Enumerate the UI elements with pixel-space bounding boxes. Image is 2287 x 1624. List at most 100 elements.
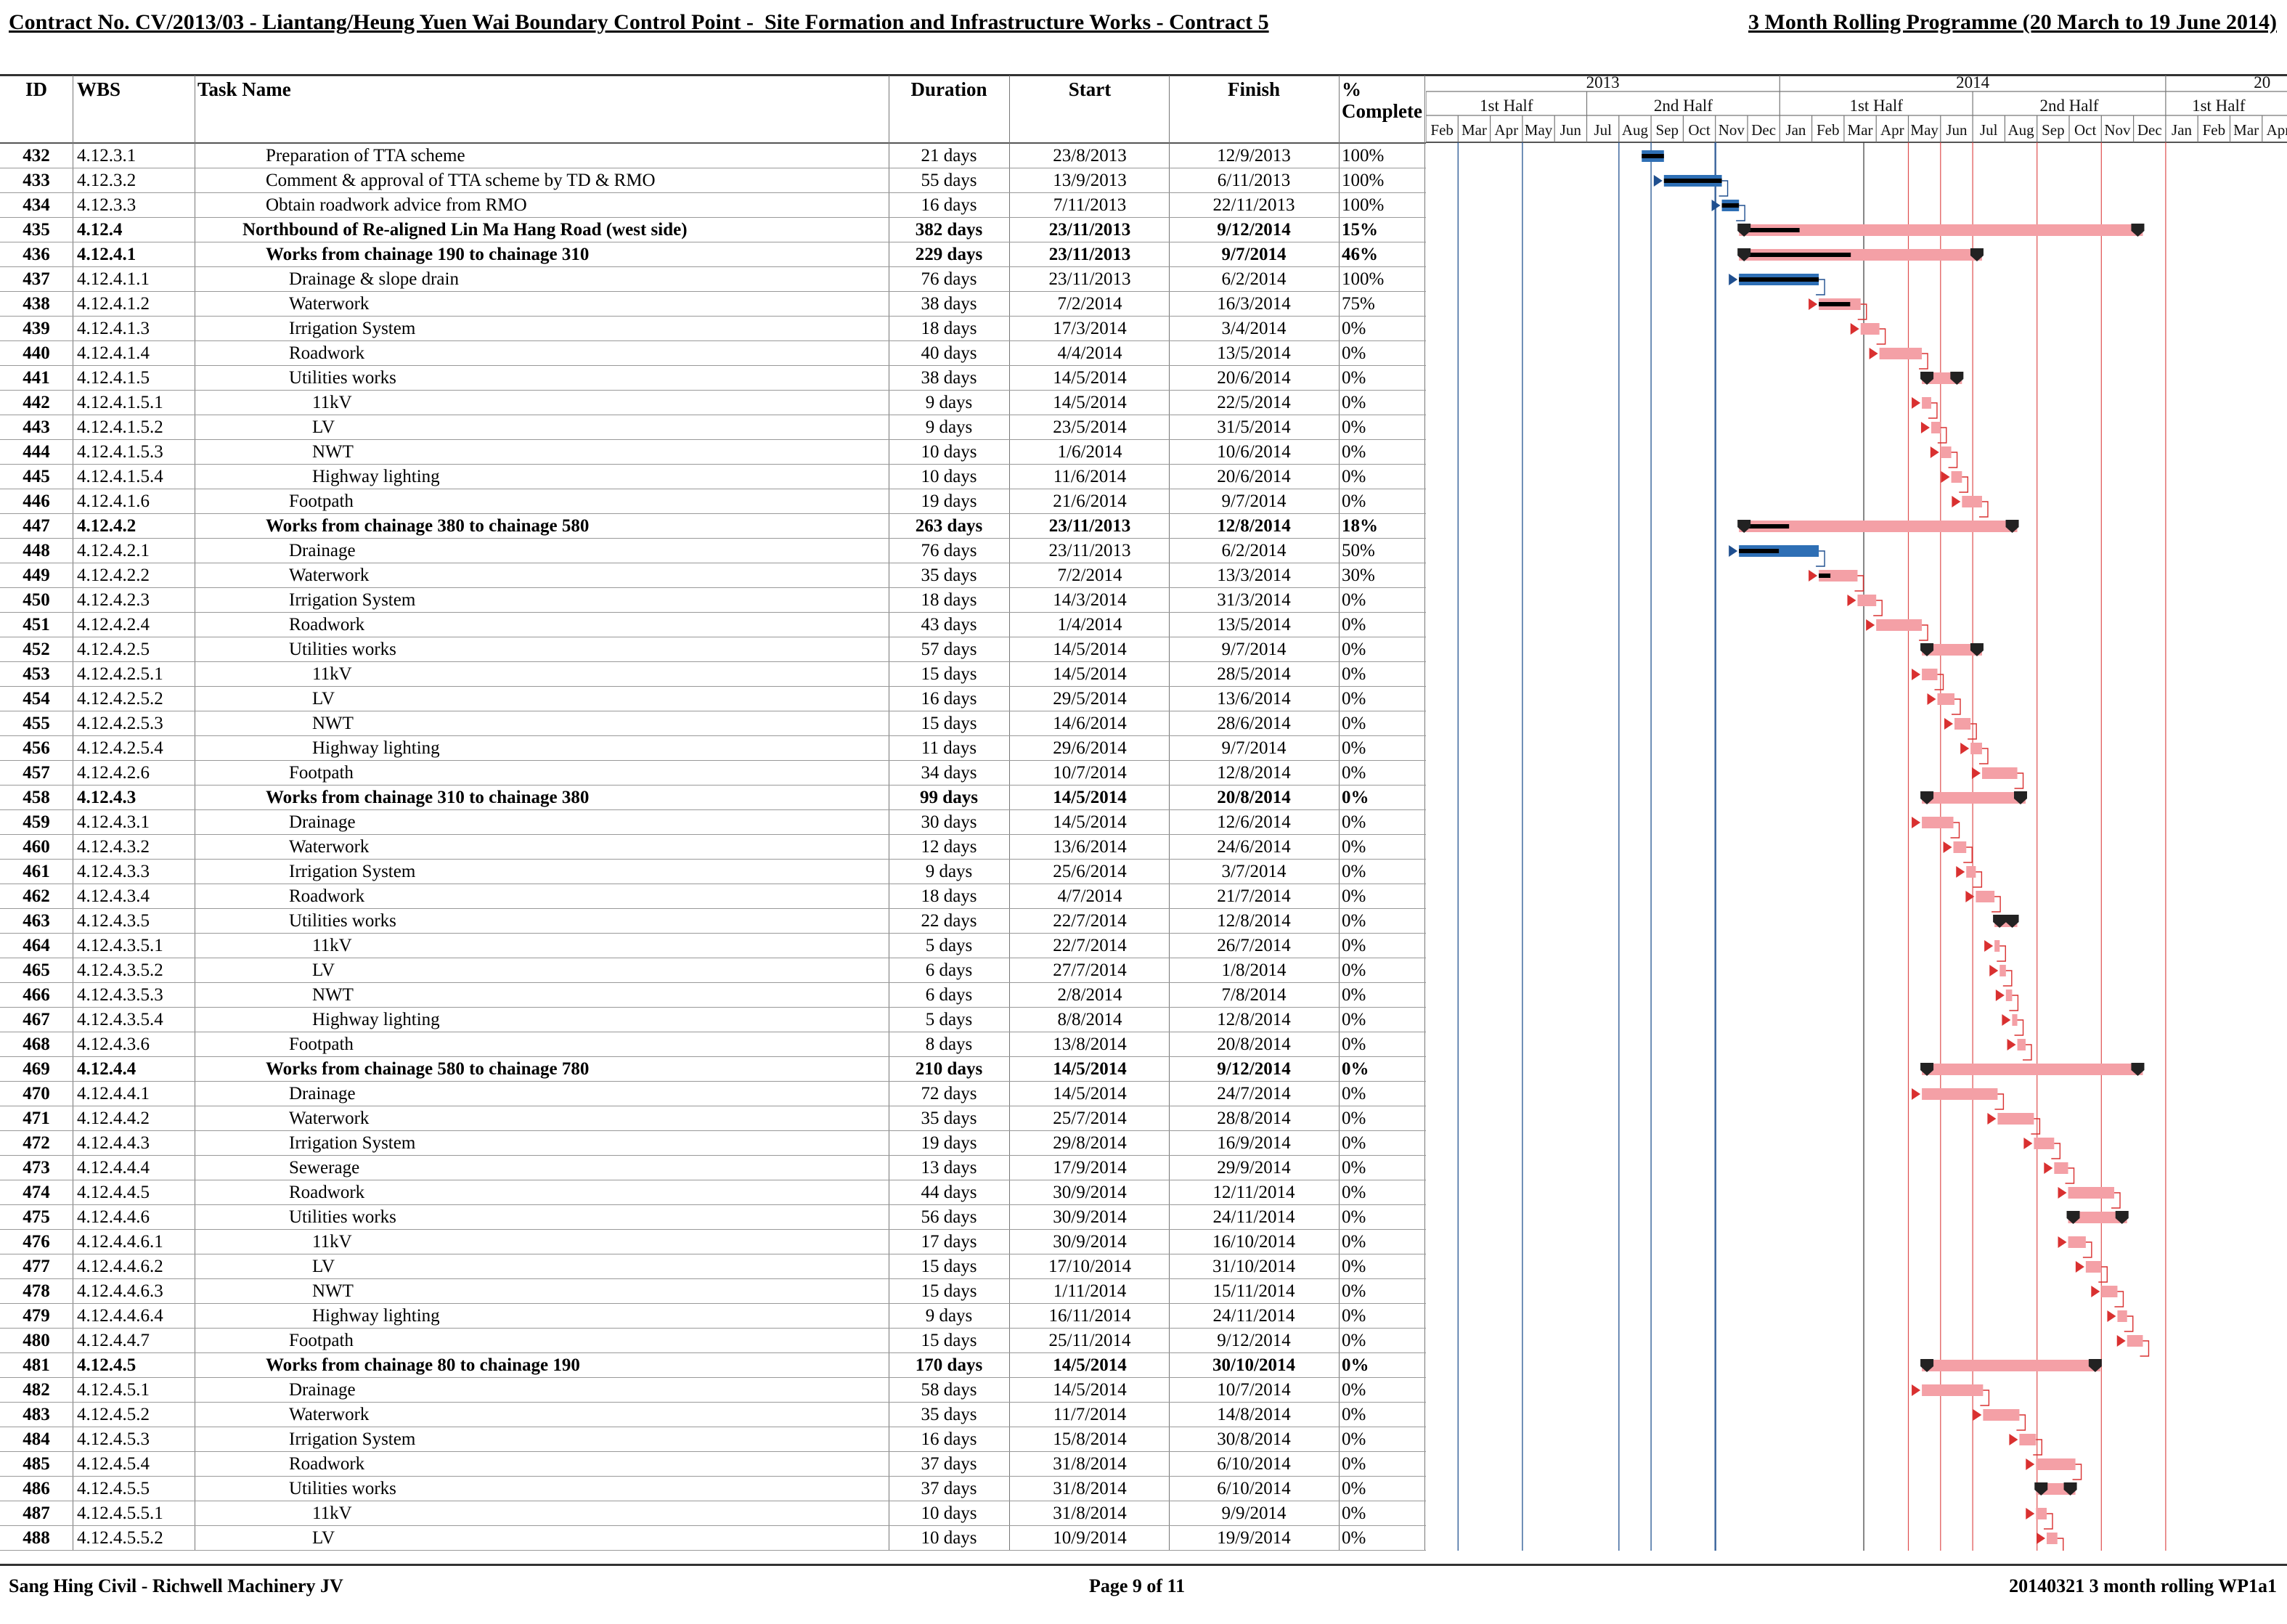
task-row[interactable]: 443 4.12.4.1.5.2 LV 9 days 23/5/2014 31/5/201… <box>0 415 1426 440</box>
task-row[interactable]: 458 4.12.4.3 Works from chainage 310 to ch… <box>0 786 1426 810</box>
progress-line <box>1739 524 1790 529</box>
task-percent-complete: 0% <box>1342 1109 1366 1128</box>
task-row[interactable]: 488 4.12.4.5.5.2 LV 10 days 10/9/2014 19/9/20… <box>0 1526 1426 1551</box>
task-duration: 5 days <box>925 936 973 955</box>
task-row[interactable]: 456 4.12.4.2.5.4 Highway lighting 11 days 29… <box>0 736 1426 761</box>
task-name: Footpath <box>289 1035 354 1054</box>
task-row[interactable]: 450 4.12.4.2.3 Irrigation System 18 days 14/… <box>0 588 1426 613</box>
dependency-arrow <box>1989 965 1999 976</box>
summary-bar-fill <box>1739 249 1982 261</box>
task-id: 465 <box>23 960 50 980</box>
task-row[interactable]: 479 4.12.4.4.6.4 Highway lighting 9 days 16/… <box>0 1304 1426 1329</box>
task-row[interactable]: 451 4.12.4.2.4 Roadwork 43 days 1/4/2014 13/5… <box>0 613 1426 637</box>
task-start: 17/3/2014 <box>1053 319 1127 338</box>
task-id: 451 <box>23 615 50 634</box>
timescale-month-label: Oct <box>2074 121 2096 139</box>
task-row[interactable]: 445 4.12.4.1.5.4 Highway lighting 10 days 11… <box>0 465 1426 489</box>
task-row[interactable]: 475 4.12.4.4.6 Utilities works 56 days 30/9/… <box>0 1205 1426 1230</box>
task-row[interactable]: 433 4.12.3.2 Comment & approval of TTA sch… <box>0 168 1426 193</box>
task-row[interactable]: 444 4.12.4.1.5.3 NWT 10 days 1/6/2014 10/6/20… <box>0 440 1426 465</box>
task-row[interactable]: 436 4.12.4.1 Works from chainage 190 to ch… <box>0 242 1426 267</box>
timescale-year-label: 2014 <box>1956 76 1990 91</box>
task-row[interactable]: 476 4.12.4.4.6.1 11kV 17 days 30/9/2014 16/10… <box>0 1230 1426 1254</box>
task-row[interactable]: 441 4.12.4.1.5 Utilities works 38 days 14/5/… <box>0 366 1426 391</box>
task-wbs: 4.12.4.4.6 <box>77 1207 150 1227</box>
task-start: 25/6/2014 <box>1053 862 1127 881</box>
task-row[interactable]: 434 4.12.3.3 Obtain roadwork advice from R… <box>0 193 1426 218</box>
task-row[interactable]: 442 4.12.4.1.5.1 11kV 9 days 14/5/2014 22/5/2… <box>0 391 1426 415</box>
task-row[interactable]: 440 4.12.4.1.4 Roadwork 40 days 4/4/2014 13/5… <box>0 341 1426 366</box>
task-wbs: 4.12.4.3.1 <box>77 812 150 832</box>
task-row[interactable]: 453 4.12.4.2.5.1 11kV 15 days 14/5/2014 28/5/… <box>0 662 1426 687</box>
task-name: Waterwork <box>289 1109 370 1128</box>
task-row[interactable]: 439 4.12.4.1.3 Irrigation System 18 days 17/… <box>0 317 1426 341</box>
task-percent-complete: 0% <box>1342 1479 1366 1498</box>
task-bar-remaining <box>2068 1187 2115 1199</box>
dependency-arrow <box>1729 545 1738 557</box>
dependency-arrow <box>2036 1533 2045 1544</box>
task-row[interactable]: 477 4.12.4.4.6.2 LV 15 days 17/10/2014 31/10/… <box>0 1254 1426 1279</box>
task-row[interactable]: 462 4.12.4.3.4 Roadwork 18 days 4/7/2014 21/7… <box>0 884 1426 909</box>
task-finish: 9/7/2014 <box>1221 738 1287 758</box>
task-start: 1/11/2014 <box>1053 1281 1127 1301</box>
task-row[interactable]: 487 4.12.4.5.5.1 11kV 10 days 31/8/2014 9/9/2… <box>0 1501 1426 1526</box>
task-row[interactable]: 485 4.12.4.5.4 Roadwork 37 days 31/8/2014 6/1… <box>0 1452 1426 1477</box>
task-finish: 21/7/2014 <box>1217 886 1291 906</box>
task-row[interactable]: 466 4.12.4.3.5.3 NWT 6 days 2/8/2014 7/8/2014… <box>0 983 1426 1008</box>
task-row[interactable]: 478 4.12.4.4.6.3 NWT 15 days 1/11/2014 15/11/… <box>0 1279 1426 1304</box>
task-row[interactable]: 465 4.12.4.3.5.2 LV 6 days 27/7/2014 1/8/2014… <box>0 958 1426 983</box>
task-name: Irrigation System <box>289 862 416 881</box>
timescale-month-label: Aug <box>2007 121 2034 139</box>
task-row[interactable]: 472 4.12.4.4.3 Irrigation System 19 days 29/… <box>0 1131 1426 1156</box>
task-duration: 56 days <box>921 1207 977 1227</box>
task-row[interactable]: 468 4.12.4.3.6 Footpath 8 days 13/8/2014 20/8… <box>0 1032 1426 1057</box>
task-row[interactable]: 469 4.12.4.4 Works from chainage 580 to ch… <box>0 1057 1426 1082</box>
task-row[interactable]: 454 4.12.4.2.5.2 LV 16 days 29/5/2014 13/6/20… <box>0 687 1426 711</box>
task-row[interactable]: 464 4.12.4.3.5.1 11kV 5 days 22/7/2014 26/7/2… <box>0 934 1426 958</box>
task-row[interactable]: 484 4.12.4.5.3 Irrigation System 16 days 15/… <box>0 1427 1426 1452</box>
task-row[interactable]: 471 4.12.4.4.2 Waterwork 35 days 25/7/2014 28… <box>0 1106 1426 1131</box>
task-row[interactable]: 486 4.12.4.5.5 Utilities works 37 days 31/8/… <box>0 1477 1426 1501</box>
task-start: 30/9/2014 <box>1053 1232 1127 1252</box>
task-row[interactable]: 452 4.12.4.2.5 Utilities works 57 days 14/5/… <box>0 637 1426 662</box>
task-bar-remaining <box>1983 1409 2020 1421</box>
task-row[interactable]: 474 4.12.4.4.5 Roadwork 44 days 30/9/2014 12/… <box>0 1180 1426 1205</box>
task-row[interactable]: 449 4.12.4.2.2 Waterwork 35 days 7/2/2014 13/… <box>0 563 1426 588</box>
task-row[interactable]: 460 4.12.4.3.2 Waterwork 12 days 13/6/2014 24… <box>0 835 1426 860</box>
summary-start-marker <box>1920 1063 1934 1076</box>
task-percent-complete: 0% <box>1342 467 1366 486</box>
task-row[interactable]: 447 4.12.4.2 Works from chainage 380 to ch… <box>0 514 1426 539</box>
task-row[interactable]: 481 4.12.4.5 Works from chainage 80 to cha… <box>0 1353 1426 1378</box>
timescale-half-label: 2nd Half <box>1654 97 1713 115</box>
task-row[interactable]: 480 4.12.4.4.7 Footpath 15 days 25/11/2014 9/… <box>0 1329 1426 1353</box>
task-row[interactable]: 463 4.12.4.3.5 Utilities works 22 days 22/7/… <box>0 909 1426 934</box>
task-row[interactable]: 437 4.12.4.1.1 Drainage & slope drain 76 da… <box>0 267 1426 292</box>
task-percent-complete: 0% <box>1342 837 1366 857</box>
task-row[interactable]: 448 4.12.4.2.1 Drainage 76 days 23/11/2013 6/… <box>0 539 1426 563</box>
task-row[interactable]: 482 4.12.4.5.1 Drainage 58 days 14/5/2014 10/… <box>0 1378 1426 1403</box>
dependency-link <box>2051 1143 2061 1159</box>
task-row[interactable]: 470 4.12.4.4.1 Drainage 72 days 14/5/2014 24/… <box>0 1082 1426 1106</box>
task-row[interactable]: 435 4.12.4 Northbound of Re-aligned Lin Ma… <box>0 218 1426 242</box>
task-id: 449 <box>23 566 50 585</box>
task-row[interactable]: 457 4.12.4.2.6 Footpath 34 days 10/7/2014 12/… <box>0 761 1426 786</box>
task-row[interactable]: 473 4.12.4.4.4 Sewerage 13 days 17/9/2014 29/… <box>0 1156 1426 1180</box>
summary-bar-fill <box>1739 224 2143 236</box>
summary-bar <box>1737 224 2145 237</box>
task-row[interactable]: 459 4.12.4.3.1 Drainage 30 days 14/5/2014 12/… <box>0 810 1426 835</box>
task-bar <box>1941 471 1969 493</box>
task-row[interactable]: 446 4.12.4.1.6 Footpath 19 days 21/6/2014 9/7… <box>0 489 1426 514</box>
task-percent-complete: 0% <box>1342 812 1366 832</box>
document-title: Contract No. CV/2013/03 - Liantang/Heung… <box>9 10 1269 34</box>
task-row[interactable]: 483 4.12.4.5.2 Waterwork 35 days 11/7/2014 14… <box>0 1403 1426 1427</box>
task-name: NWT <box>312 985 354 1005</box>
task-duration: 12 days <box>921 837 977 857</box>
summary-bar-fill <box>1922 644 1982 656</box>
task-row[interactable]: 467 4.12.4.3.5.4 Highway lighting 5 days 8/8… <box>0 1008 1426 1032</box>
task-row[interactable]: 438 4.12.4.1.2 Waterwork 38 days 7/2/2014 16/… <box>0 292 1426 317</box>
task-bar-remaining <box>2046 1533 2058 1544</box>
task-finish: 6/10/2014 <box>1217 1479 1291 1498</box>
task-row[interactable]: 432 4.12.3.1 Preparation of TTA scheme 21 d… <box>0 144 1426 168</box>
task-row[interactable]: 461 4.12.4.3.3 Irrigation System 9 days 25/6… <box>0 860 1426 884</box>
task-row[interactable]: 455 4.12.4.2.5.3 NWT 15 days 14/6/2014 28/6/2… <box>0 711 1426 736</box>
